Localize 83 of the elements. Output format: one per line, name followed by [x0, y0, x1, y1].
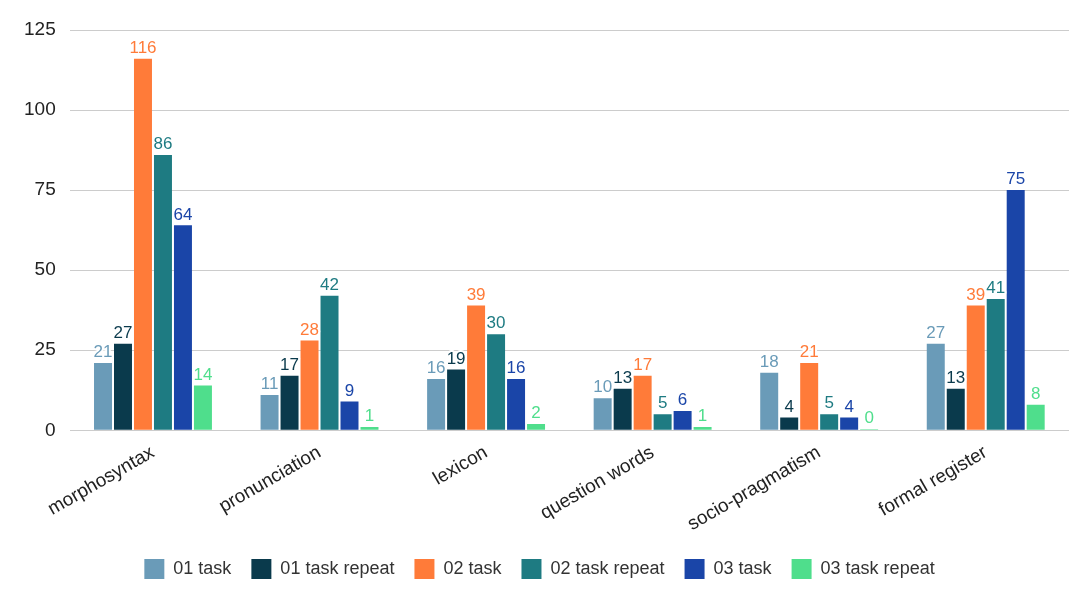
data-label: 64	[173, 204, 193, 224]
bar	[467, 305, 486, 430]
data-label: 27	[926, 323, 946, 343]
data-label: 39	[466, 284, 486, 304]
bar	[447, 369, 466, 430]
y-tick-label: 50	[34, 258, 56, 280]
data-label: 41	[986, 278, 1006, 298]
data-label: 9	[344, 380, 355, 400]
data-label: 86	[153, 134, 173, 154]
bar	[760, 372, 779, 430]
data-label: 0	[864, 408, 874, 428]
data-label: 21	[799, 342, 819, 362]
bar	[780, 417, 799, 430]
bar	[193, 385, 212, 430]
data-label: 16	[506, 358, 526, 378]
bar	[673, 411, 692, 430]
data-label: 75	[1006, 169, 1026, 189]
legend-label: 03 task repeat	[820, 557, 935, 578]
y-tick-label: 125	[24, 18, 56, 40]
bar	[260, 395, 279, 430]
bar	[966, 305, 985, 430]
bar	[507, 379, 526, 430]
data-label: 11	[260, 374, 279, 394]
y-tick-label: 0	[45, 418, 56, 440]
bar	[114, 343, 132, 430]
bar	[320, 295, 339, 430]
data-label: 2	[531, 403, 541, 423]
data-label: 5	[657, 393, 668, 413]
legend-label: 02 task repeat	[550, 557, 665, 578]
bar	[633, 375, 652, 430]
bar	[133, 58, 152, 430]
bar	[527, 423, 546, 430]
data-label: 17	[633, 355, 653, 375]
y-tick-label: 100	[24, 98, 56, 120]
data-label: 4	[844, 396, 854, 416]
data-label: 21	[93, 342, 113, 362]
bar	[613, 388, 632, 430]
data-label: 17	[280, 355, 300, 375]
data-label: 1	[364, 406, 375, 426]
data-label: 42	[320, 274, 339, 294]
data-label: 10	[593, 377, 613, 397]
data-label: 16	[426, 358, 446, 378]
bar	[840, 417, 859, 430]
data-label: 8	[1030, 383, 1041, 403]
data-label: 13	[946, 367, 966, 387]
y-tick-label: 75	[34, 178, 56, 200]
bar	[800, 363, 819, 430]
bar	[173, 225, 192, 430]
legend-label: 01 task	[173, 557, 233, 578]
legend-label: 01 task repeat	[280, 557, 395, 578]
data-label: 39	[966, 284, 986, 304]
data-label: 116	[129, 38, 157, 58]
data-label: 14	[193, 364, 213, 384]
legend-label: 02 task	[443, 557, 503, 578]
bar	[946, 388, 965, 430]
bar	[986, 298, 1005, 430]
legend-label: 03 task	[713, 557, 773, 578]
bar	[340, 401, 359, 430]
bar	[1026, 404, 1045, 430]
data-label: 18	[759, 351, 779, 371]
data-label: 5	[824, 393, 834, 413]
bar	[653, 414, 672, 430]
bar	[693, 427, 712, 430]
data-label: 1	[697, 406, 708, 426]
data-label: 4	[784, 396, 794, 416]
bar	[593, 398, 612, 430]
data-label: 28	[300, 319, 319, 339]
bar	[926, 343, 945, 430]
bar	[280, 375, 299, 430]
bar	[427, 379, 446, 430]
bar	[360, 427, 379, 430]
bar	[94, 363, 112, 430]
bar	[820, 414, 839, 430]
data-label: 13	[613, 367, 633, 387]
y-tick-label: 25	[34, 338, 56, 360]
data-label: 6	[677, 390, 688, 410]
bar	[1006, 190, 1025, 430]
bar	[487, 334, 506, 430]
bar	[300, 340, 319, 430]
data-label: 30	[486, 313, 506, 333]
data-label: 19	[446, 348, 466, 368]
data-label: 27	[113, 323, 133, 343]
bar	[153, 154, 172, 430]
